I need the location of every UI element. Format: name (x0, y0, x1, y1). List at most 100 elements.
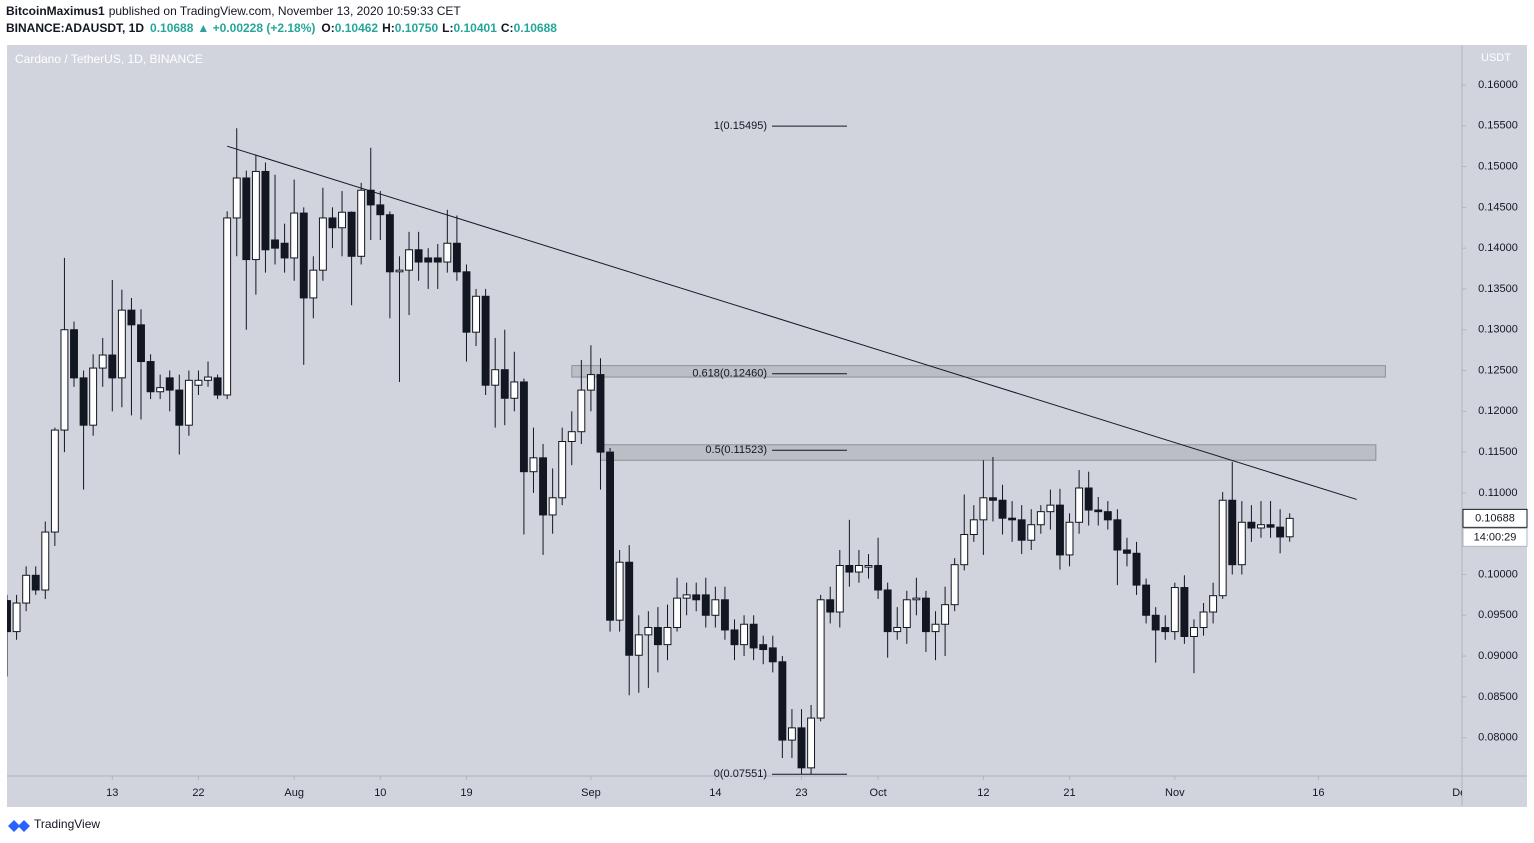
ohlc-value: 0.10750 (395, 21, 439, 35)
trendline (227, 145, 1357, 500)
last-price-label: 0.10688 (1475, 512, 1515, 524)
candle-body (787, 727, 796, 741)
candle-body (357, 189, 366, 257)
candle-body (1180, 587, 1189, 637)
candle-body (998, 499, 1007, 519)
fib-label: 0.5(0.11523) (705, 444, 767, 456)
candle-body (644, 627, 653, 636)
candle-body (625, 561, 634, 656)
chart-title: Cardano / TetherUS, 1D, BINANCE (15, 52, 203, 66)
candle-body (701, 594, 710, 616)
ohlc-value: 0.10462 (335, 21, 379, 35)
candle-body (1276, 526, 1285, 538)
candle-body (653, 627, 662, 646)
candle-body (1017, 519, 1026, 541)
candle-body (1190, 627, 1198, 637)
ohlc-value: 0.10688 (514, 21, 558, 35)
candle-body (156, 387, 165, 393)
x-tick-label: 10 (374, 787, 386, 799)
candle-body (673, 597, 682, 629)
last-price-box (1462, 508, 1528, 528)
candle-body (1247, 521, 1256, 529)
x-tick-label: 21 (1063, 787, 1075, 799)
ohlc-label: O: (321, 21, 334, 35)
candle-body (443, 242, 452, 263)
candle-body (338, 211, 346, 229)
candle-body (452, 242, 461, 273)
candle-body (606, 451, 615, 621)
candle-body (692, 594, 701, 601)
y-tick-label: 0.11000 (1479, 487, 1518, 499)
candle-body (730, 629, 739, 646)
candle-body (854, 565, 863, 573)
candle-body (720, 599, 729, 631)
candle-body (79, 377, 88, 426)
y-tick-label: 0.08000 (1478, 732, 1518, 744)
candle-body (969, 519, 978, 536)
x-tick-label: 16 (1312, 787, 1324, 799)
x-tick-label: 12 (977, 787, 989, 799)
ohlc-label: C: (501, 21, 514, 35)
candle-body (98, 354, 107, 369)
x-tick-label: Dec (1452, 787, 1472, 799)
candle-body (31, 574, 40, 591)
candle-body (596, 374, 605, 453)
candle-body (893, 627, 902, 633)
candle-body (1084, 487, 1093, 511)
candle-body (70, 329, 78, 379)
candle-body (50, 429, 59, 533)
candle-body (519, 381, 528, 473)
candle-body (615, 561, 624, 621)
candle-body (1151, 614, 1160, 631)
candle-body (749, 623, 758, 649)
candle-body (1056, 504, 1064, 556)
candle-body (299, 212, 308, 299)
candle-body (500, 369, 509, 399)
candle-body (845, 565, 854, 573)
candle-body (424, 257, 433, 263)
candle-body (165, 377, 174, 391)
candle-body (1008, 517, 1017, 521)
fib-label: 0(0.07551) (714, 768, 767, 780)
ohlc-value: 0.10401 (454, 21, 498, 35)
candle-body (1285, 517, 1294, 538)
y-tick-label: 0.08500 (1478, 691, 1518, 703)
candle-body (22, 574, 31, 604)
candle-body (414, 249, 423, 263)
candle-body (1132, 552, 1141, 586)
brand[interactable]: TradingView (8, 817, 100, 832)
candle-body (979, 497, 988, 521)
zone (571, 365, 1386, 378)
candle-body (60, 329, 69, 431)
candle-body (941, 604, 950, 625)
candle-body (778, 661, 787, 741)
author: BitcoinMaximus1 (6, 4, 105, 18)
axis-unit: USDT (1481, 52, 1511, 64)
candle-body (740, 623, 749, 646)
candle-body (989, 497, 997, 501)
candle-body (634, 634, 643, 656)
x-tick-label: 23 (795, 787, 807, 799)
candle-body (960, 534, 969, 566)
y-tick-label: 0.10000 (1478, 568, 1518, 580)
candle-body (1199, 611, 1208, 629)
candle-body (1142, 584, 1151, 616)
candle-body (328, 217, 337, 229)
fib-label: 0.618(0.12460) (692, 368, 767, 380)
candle-body (1094, 509, 1103, 513)
change: +0.00228 (+2.18%) (213, 21, 316, 35)
candle-body (405, 249, 413, 271)
published: published on TradingView.com, November 1… (109, 4, 462, 18)
candle-body (922, 597, 930, 633)
candle-body (883, 589, 892, 633)
candle-body (864, 565, 873, 568)
candle-body (577, 389, 586, 433)
y-tick-label: 0.09500 (1478, 609, 1518, 621)
candle-body (89, 367, 98, 426)
candle-body (759, 644, 768, 651)
x-tick-label: 22 (192, 787, 204, 799)
candle-body (1161, 627, 1170, 633)
candle-body (290, 212, 299, 259)
change: ▲ (197, 21, 212, 35)
